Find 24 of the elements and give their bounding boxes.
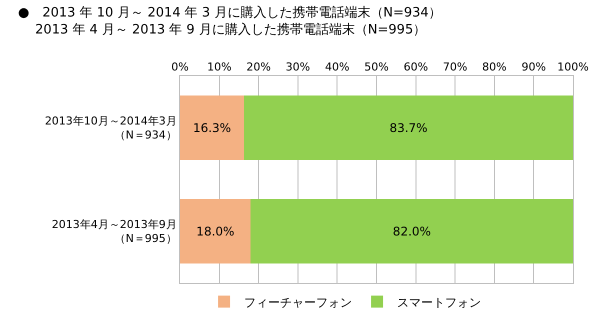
legend-label: スマートフォン — [397, 295, 482, 310]
data-label: 82.0% — [392, 224, 431, 238]
x-tick-label: 80% — [482, 60, 507, 74]
bar — [180, 199, 251, 264]
data-label: 18.0% — [196, 224, 234, 238]
legend-label: フィーチャーフォン — [244, 295, 352, 310]
chart-title: ● 2013 年 10 月～ 2014 年 3 月に購入した携帯電話端末（N=934） 2013 年 4 月～ 2013 年 9 月に購入した携帯電話端末（N=995） — [18, 5, 442, 38]
x-tick-label: 70% — [442, 60, 468, 74]
y-tick-label: 2013年4月～2013年9月（N＝995） — [52, 218, 177, 246]
data-label: 16.3% — [192, 120, 232, 135]
x-tick-label: 10% — [207, 60, 232, 74]
x-tick-label: 50% — [364, 60, 389, 74]
bar — [180, 96, 244, 160]
x-tick-label: 90% — [521, 60, 546, 74]
data-label: 83.7% — [389, 120, 428, 135]
x-tick-label: 40% — [324, 60, 350, 74]
x-tick-label: 30% — [286, 60, 310, 74]
y-tick-label: 2013年10月～2014年3月（N＝934） — [44, 114, 177, 142]
x-tick-label: 60% — [404, 60, 428, 74]
bar — [244, 96, 573, 160]
x-tick-label: 20% — [246, 60, 271, 74]
x-tick-label: 0% — [171, 60, 189, 74]
x-tick-label: 100% — [557, 60, 589, 74]
bar — [250, 199, 573, 264]
